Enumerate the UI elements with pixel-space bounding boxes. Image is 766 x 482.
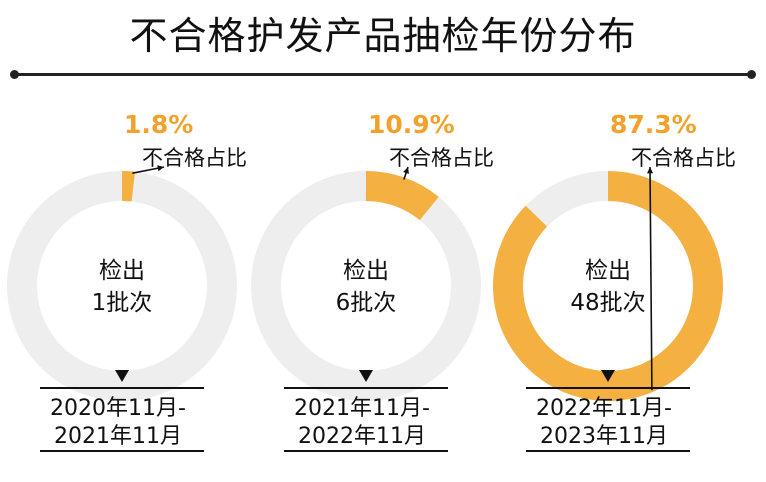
donut-slice-fail	[122, 171, 135, 202]
leader-arrowhead	[157, 165, 164, 172]
period-start: 2022年11月-	[536, 396, 672, 421]
down-triangle-icon	[115, 370, 129, 382]
percent-caption: 不合格占比	[631, 146, 736, 170]
percent-caption: 不合格占比	[389, 146, 494, 170]
donut-track	[7, 171, 237, 401]
leader-arrowhead	[403, 167, 409, 174]
period-start: 2021年11月-	[294, 396, 430, 421]
center-label: 检出	[585, 258, 631, 284]
title-divider	[10, 70, 756, 79]
down-triangle-icon	[601, 370, 615, 382]
center-label: 检出	[99, 258, 145, 284]
percent-label: 87.3%	[610, 110, 697, 139]
period-end: 2022年11月	[298, 424, 426, 449]
period-end: 2023年11月	[540, 424, 668, 449]
batch-count: 1批次	[92, 290, 153, 316]
page-title: 不合格护发产品抽检年份分布	[129, 14, 637, 58]
leader-arrowhead	[647, 167, 654, 174]
leader-line	[649, 166, 653, 391]
period-end: 2021年11月	[54, 424, 182, 449]
percent-label: 1.8%	[124, 110, 193, 139]
donut-track	[251, 171, 481, 401]
period-start: 2020年11月-	[50, 396, 186, 421]
center-label: 检出	[343, 258, 389, 284]
percent-label: 10.9%	[368, 110, 455, 139]
down-triangle-icon	[359, 370, 373, 382]
batch-count: 48批次	[570, 290, 645, 316]
donut-slice-fail	[366, 171, 439, 221]
batch-count: 6批次	[336, 290, 397, 316]
